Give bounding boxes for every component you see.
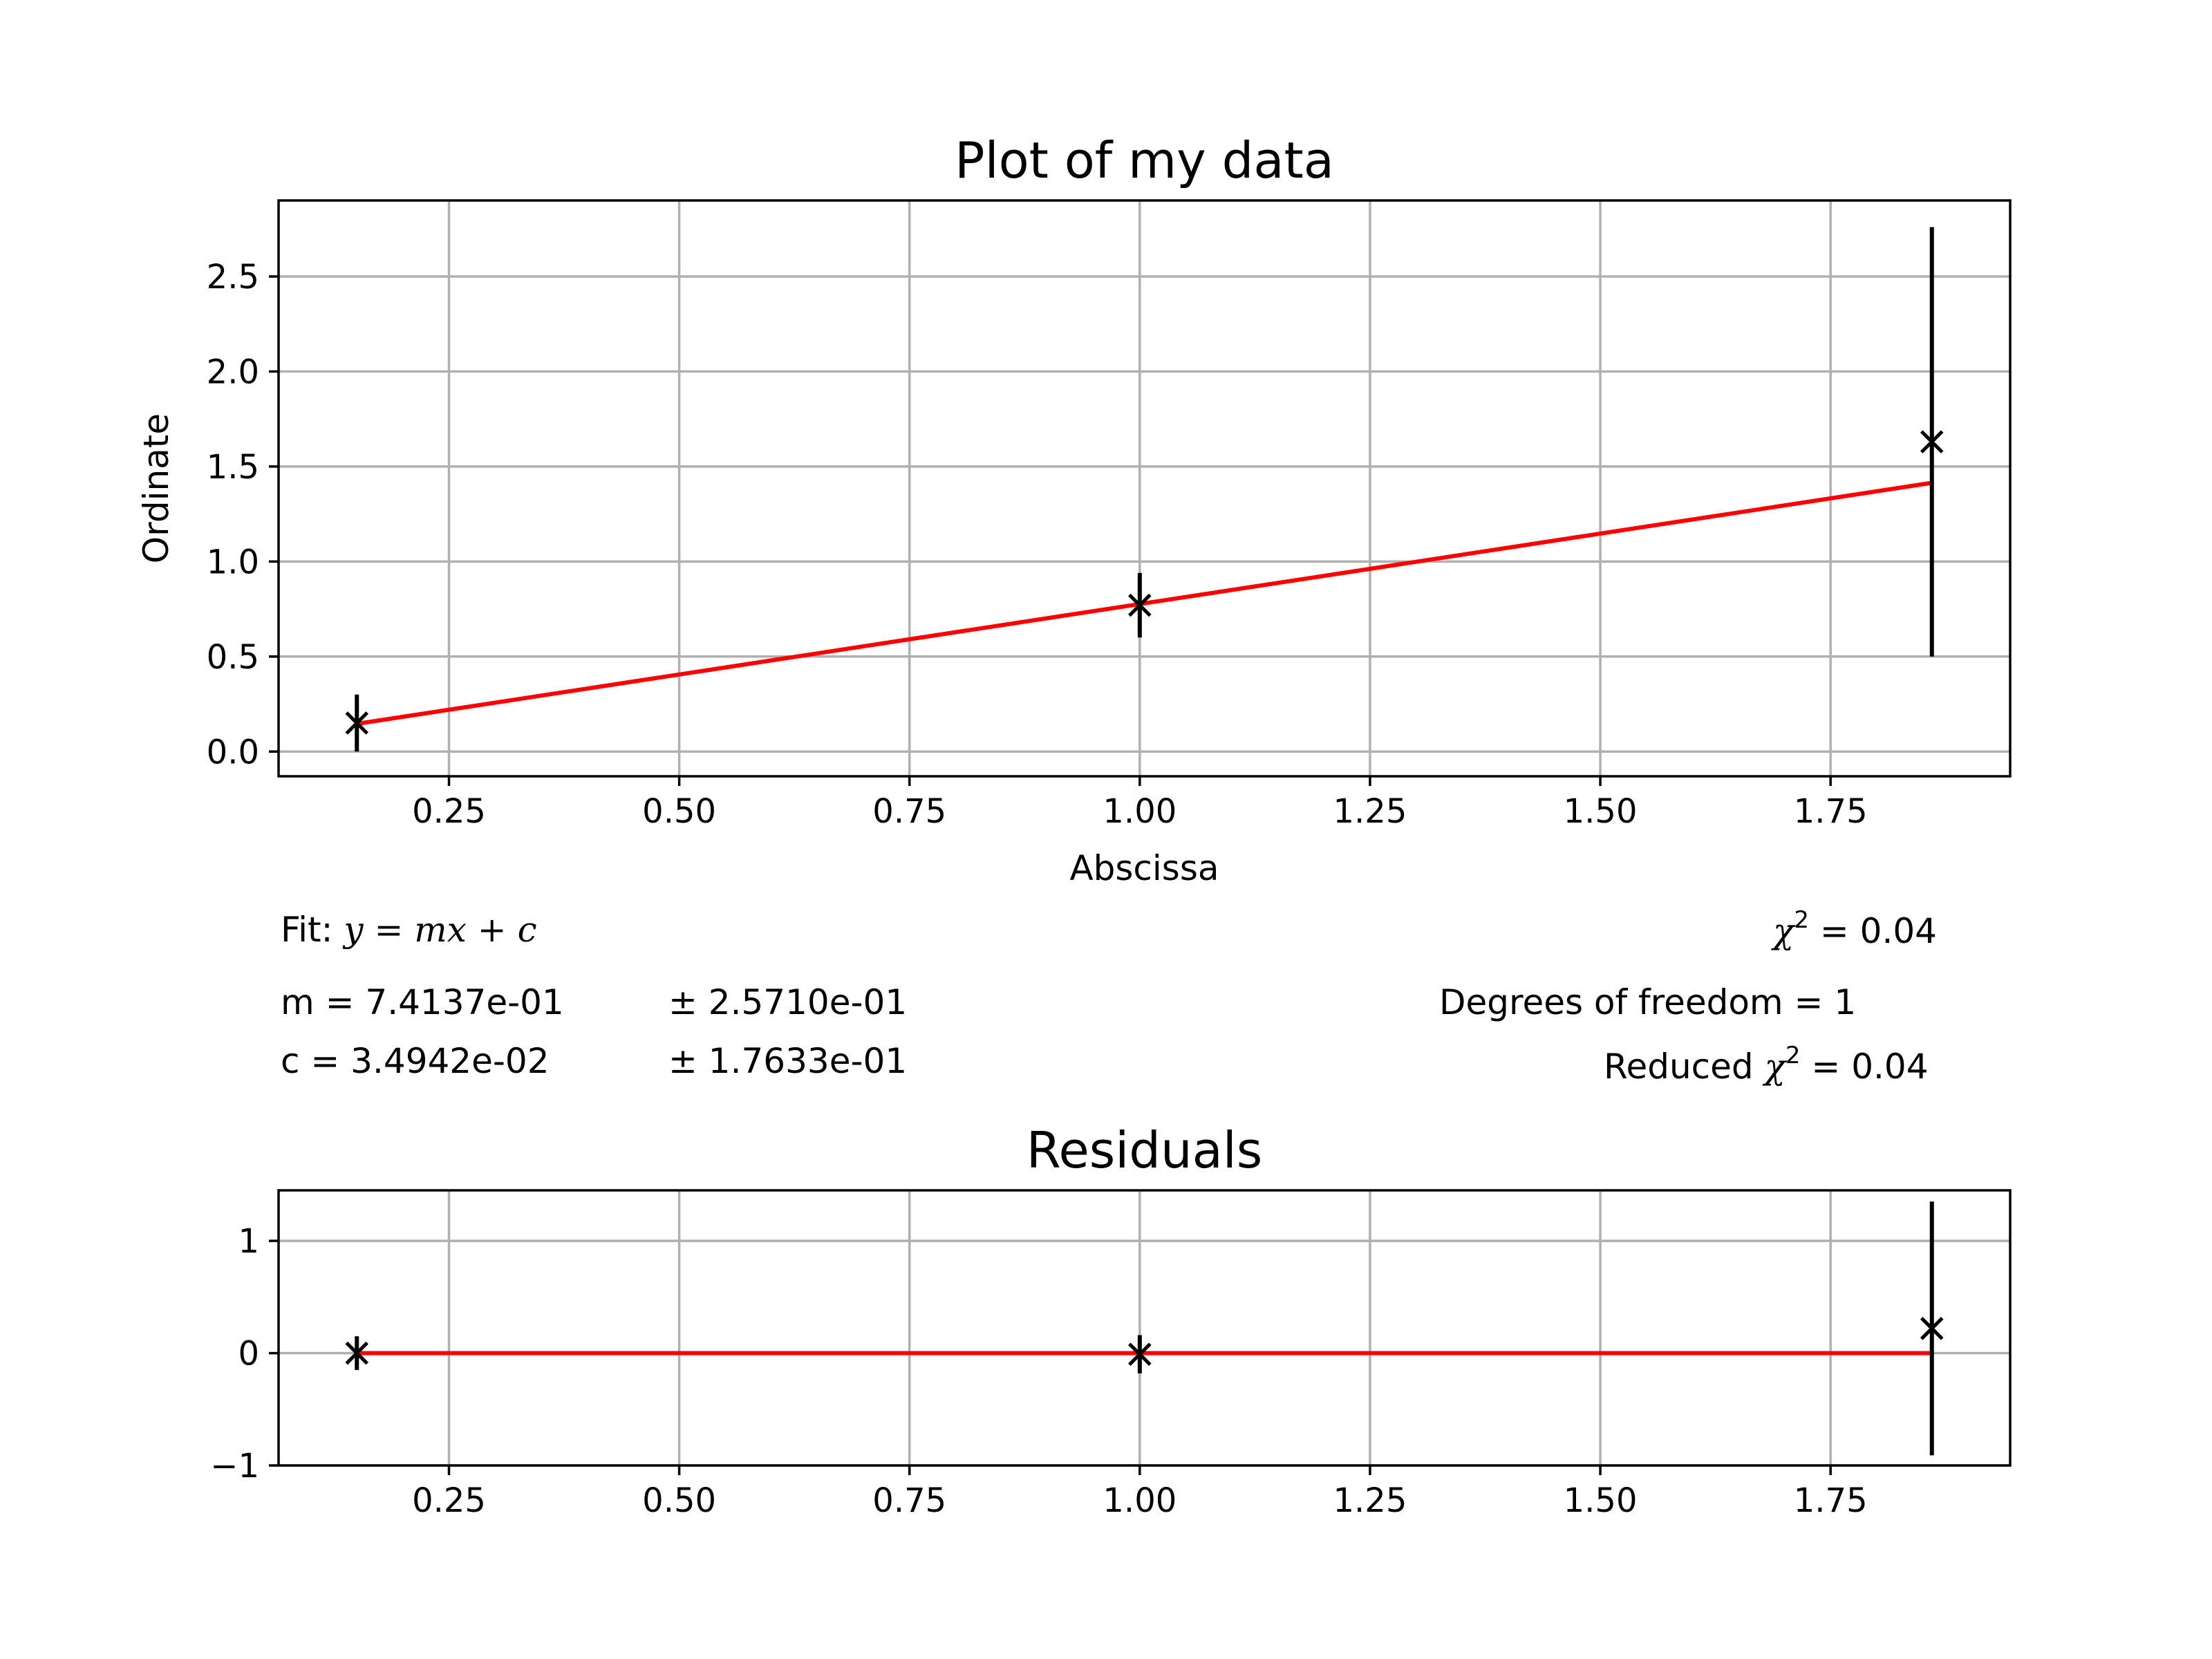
intercept-value: c = 3.4942e-02: [281, 1041, 550, 1081]
reduced-chi-exponent: 2: [1785, 1042, 1801, 1069]
main-data-point: [1128, 593, 1152, 617]
residual-x-tick-label: 1.00: [1103, 1481, 1177, 1520]
residual-x-tick-label: 0.75: [872, 1481, 946, 1520]
slope-value: m = 7.4137e-01: [281, 982, 564, 1022]
main-fit-line: [356, 480, 1933, 727]
main-y-tick-label: 0.0: [207, 733, 259, 771]
residual-data-point: [1128, 1342, 1152, 1366]
main-x-tick-label: 0.75: [872, 792, 946, 831]
degrees-of-freedom: Degrees of freedom = 1: [1439, 982, 1857, 1022]
main-data-point: [345, 711, 369, 735]
residual-title: Residuals: [1027, 1121, 1263, 1179]
residual-x-tick-label: 1.75: [1794, 1481, 1868, 1520]
main-title: Plot of my data: [955, 131, 1334, 189]
main-x-tick-label: 1.75: [1794, 792, 1868, 831]
chi-symbol: χ: [1773, 911, 1794, 951]
reduced-chi-squared: Reduced χ2 = 0.04: [1604, 1044, 1929, 1087]
main-axes-frame: [277, 199, 2012, 778]
main-x-tick-label: 0.25: [412, 792, 486, 831]
main-x-tick-label: 1.50: [1564, 792, 1638, 831]
residual-x-tick-label: 1.25: [1333, 1481, 1407, 1520]
main-y-axis-label: Ordinate: [136, 413, 176, 563]
residual-y-tick-label: 1: [238, 1222, 259, 1261]
fit-prefix: Fit:: [281, 910, 344, 950]
residual-data-point: [1920, 1317, 1944, 1340]
main-y-tick-label: 1.0: [207, 543, 259, 581]
residual-plot: 0.25 0.50 0.75 1.00 1.25 1.50 1.75 −1 0 1 Residual…: [210, 1121, 2012, 1520]
main-plot: 0.25 0.50 0.75 1.00 1.25 1.50 1.75 0.0 0.5 1.0 1.5…: [136, 131, 2012, 888]
reduced-chi-symbol: χ: [1764, 1047, 1785, 1087]
reduced-prefix: Reduced: [1604, 1047, 1765, 1087]
chi-squared: χ2 = 0.04: [1773, 908, 1937, 951]
residual-axes-frame: [277, 1189, 2012, 1467]
residual-x-tick-label: 1.50: [1564, 1481, 1638, 1520]
main-data-point: [1920, 430, 1944, 453]
main-x-tick-label: 0.50: [642, 792, 716, 831]
main-x-tick-label: 1.00: [1103, 792, 1177, 831]
chi-exponent: 2: [1794, 906, 1809, 934]
residual-y-tick-label: 0: [238, 1335, 259, 1374]
fit-equation-label: Fit: y = mx + c: [281, 912, 537, 947]
residual-x-tick-label: 0.25: [412, 1481, 486, 1520]
residual-data-point: [345, 1341, 369, 1365]
main-y-tick-label: 2.0: [207, 353, 259, 391]
main-y-tick-label: 1.5: [207, 448, 259, 487]
main-x-tick-label: 1.25: [1333, 792, 1407, 831]
slope-uncertainty: ± 2.5710e-01: [668, 982, 908, 1022]
main-y-tick-label: 2.5: [207, 258, 259, 297]
residual-x-tick-label: 0.50: [642, 1481, 716, 1520]
fit-equation: y = mx + c: [344, 910, 537, 950]
main-x-axis-label: Abscissa: [1069, 848, 1219, 888]
reduced-chi-value: = 0.04: [1800, 1047, 1929, 1087]
intercept-uncertainty: ± 1.7633e-01: [668, 1041, 908, 1081]
main-y-tick-label: 0.5: [207, 638, 259, 677]
chi-value: = 0.04: [1808, 911, 1937, 951]
residual-y-tick-label: −1: [210, 1447, 259, 1485]
